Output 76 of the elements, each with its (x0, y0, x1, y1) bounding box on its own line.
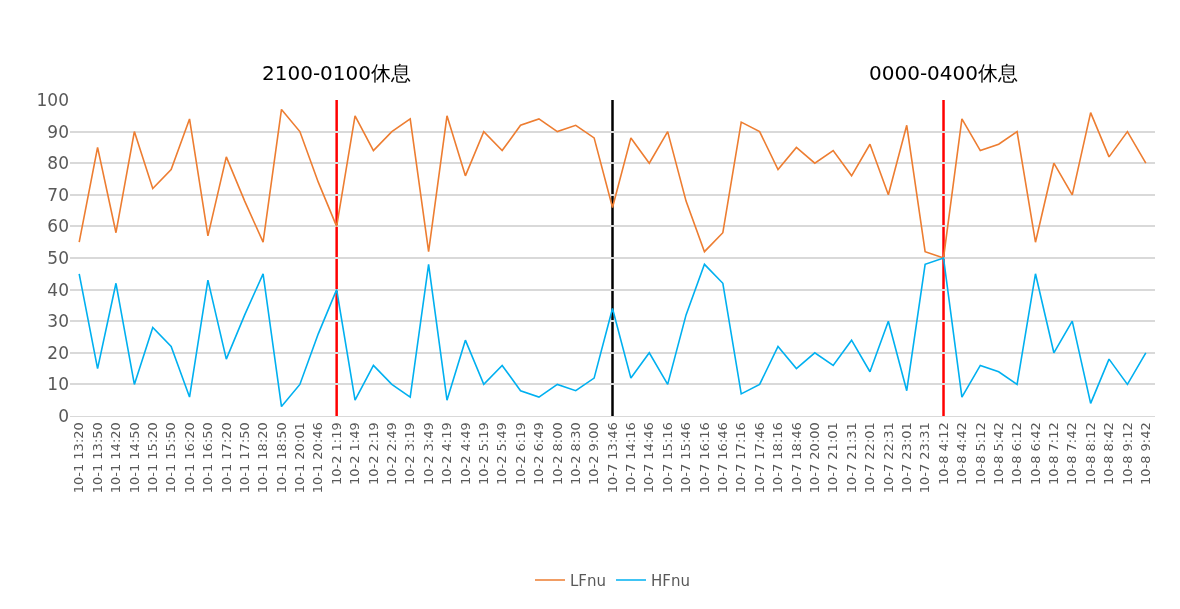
x-tick-label: 10-1 18:20 (255, 422, 271, 494)
x-tick-label: 10-7 16:46 (715, 422, 731, 494)
x-tick-label: 10-2 5:19 (475, 422, 491, 486)
y-tick-label: 20 (47, 342, 69, 363)
x-tick-label: 10-1 17:20 (218, 422, 234, 494)
x-tick-label: 10-2 8:00 (549, 422, 565, 486)
x-tick-label: 10-7 17:46 (751, 422, 767, 494)
x-tick-label: 10-1 20:01 (292, 422, 308, 494)
x-tick-label: 10-2 2:49 (384, 422, 400, 486)
x-tick-label: 10-1 16:50 (200, 422, 216, 494)
y-tick-label: 40 (47, 279, 69, 300)
x-tick-label: 10-7 14:46 (641, 422, 657, 494)
x-tick-label: 10-7 22:31 (880, 422, 896, 494)
x-tick-label: 10-1 15:50 (163, 422, 179, 494)
x-tick-label: 10-1 15:20 (144, 422, 160, 494)
x-tick-label: 10-2 4:19 (439, 422, 455, 486)
x-tick-label: 10-7 18:16 (770, 422, 786, 494)
y-tick-label: 50 (47, 247, 69, 268)
y-tick-label: 70 (47, 184, 69, 205)
x-tick-label: 10-1 14:20 (108, 422, 124, 494)
x-tick-label: 10-1 14:50 (126, 422, 142, 494)
legend-label: HFnu (651, 571, 690, 590)
x-tick-label: 10-7 15:16 (659, 422, 675, 494)
x-tick-label: 10-7 20:00 (807, 422, 823, 494)
x-tick-label: 10-2 9:00 (586, 422, 602, 486)
x-tick-label: 10-1 20:46 (310, 422, 326, 494)
x-tick-label: 10-7 23:31 (917, 422, 933, 494)
x-tick-label: 10-7 23:01 (898, 422, 914, 494)
x-tick-label: 10-8 4:42 (954, 422, 970, 486)
x-tick-label: 10-7 17:16 (733, 422, 749, 494)
x-tick-label: 10-8 6:12 (1009, 422, 1025, 486)
x-tick-label: 10-1 13:20 (71, 422, 87, 494)
x-tick-label: 10-1 16:20 (181, 422, 197, 494)
x-tick-label: 10-7 13:46 (604, 422, 620, 494)
x-tick-label: 10-1 13:50 (89, 422, 105, 494)
x-tick-label: 10-8 8:42 (1101, 422, 1117, 486)
y-tick-label: 60 (47, 216, 69, 237)
x-tick-label: 10-8 9:12 (1119, 422, 1135, 486)
y-tick-label: 90 (47, 121, 69, 142)
y-tick-label: 100 (36, 89, 69, 110)
x-tick-label: 10-2 5:49 (494, 422, 510, 486)
x-tick-label: 10-2 6:49 (531, 422, 547, 486)
x-tick-label: 10-8 8:12 (1082, 422, 1098, 486)
x-tick-label: 10-2 6:19 (512, 422, 528, 486)
ref-line-label: 0000-0400休息 (869, 61, 1019, 85)
legend-label: LFnu (570, 571, 606, 590)
x-tick-label: 10-2 3:49 (420, 422, 436, 486)
x-tick-label: 10-8 7:42 (1064, 422, 1080, 486)
line-series (78, 108, 1147, 259)
x-tick-label: 10-2 3:19 (402, 422, 418, 486)
x-tick-label: 10-2 4:49 (457, 422, 473, 486)
x-tick-label: 10-1 17:50 (236, 422, 252, 494)
x-tick-label: 10-7 21:01 (825, 422, 841, 494)
x-tick-label: 10-8 9:42 (1138, 422, 1154, 486)
y-tick-label: 0 (58, 405, 69, 426)
x-tick-label: 10-7 15:46 (678, 422, 694, 494)
x-tick-label: 10-8 5:42 (990, 422, 1006, 486)
x-tick-label: 10-7 14:16 (623, 422, 639, 494)
y-tick-label: 10 (47, 374, 69, 395)
x-tick-label: 10-8 4:12 (935, 422, 951, 486)
x-tick-label: 10-7 18:46 (788, 422, 804, 494)
x-tick-label: 10-8 6:42 (1027, 422, 1043, 486)
line-series (78, 257, 1147, 408)
x-tick-label: 10-8 7:12 (1046, 422, 1062, 486)
y-tick-label: 30 (47, 311, 69, 332)
x-tick-label: 10-7 16:16 (696, 422, 712, 494)
x-tick-label: 10-2 8:30 (567, 422, 583, 486)
ref-line-label: 2100-0100休息 (262, 61, 412, 85)
y-tick-label: 80 (47, 153, 69, 174)
x-tick-label: 10-2 1:49 (347, 422, 363, 486)
x-tick-label: 10-7 21:31 (843, 422, 859, 494)
x-tick-label: 10-2 2:19 (365, 422, 381, 486)
x-tick-label: 10-2 1:19 (328, 422, 344, 486)
x-tick-label: 10-1 18:50 (273, 422, 289, 494)
x-tick-label: 10-8 5:12 (972, 422, 988, 486)
x-tick-label: 10-7 22:01 (862, 422, 878, 494)
